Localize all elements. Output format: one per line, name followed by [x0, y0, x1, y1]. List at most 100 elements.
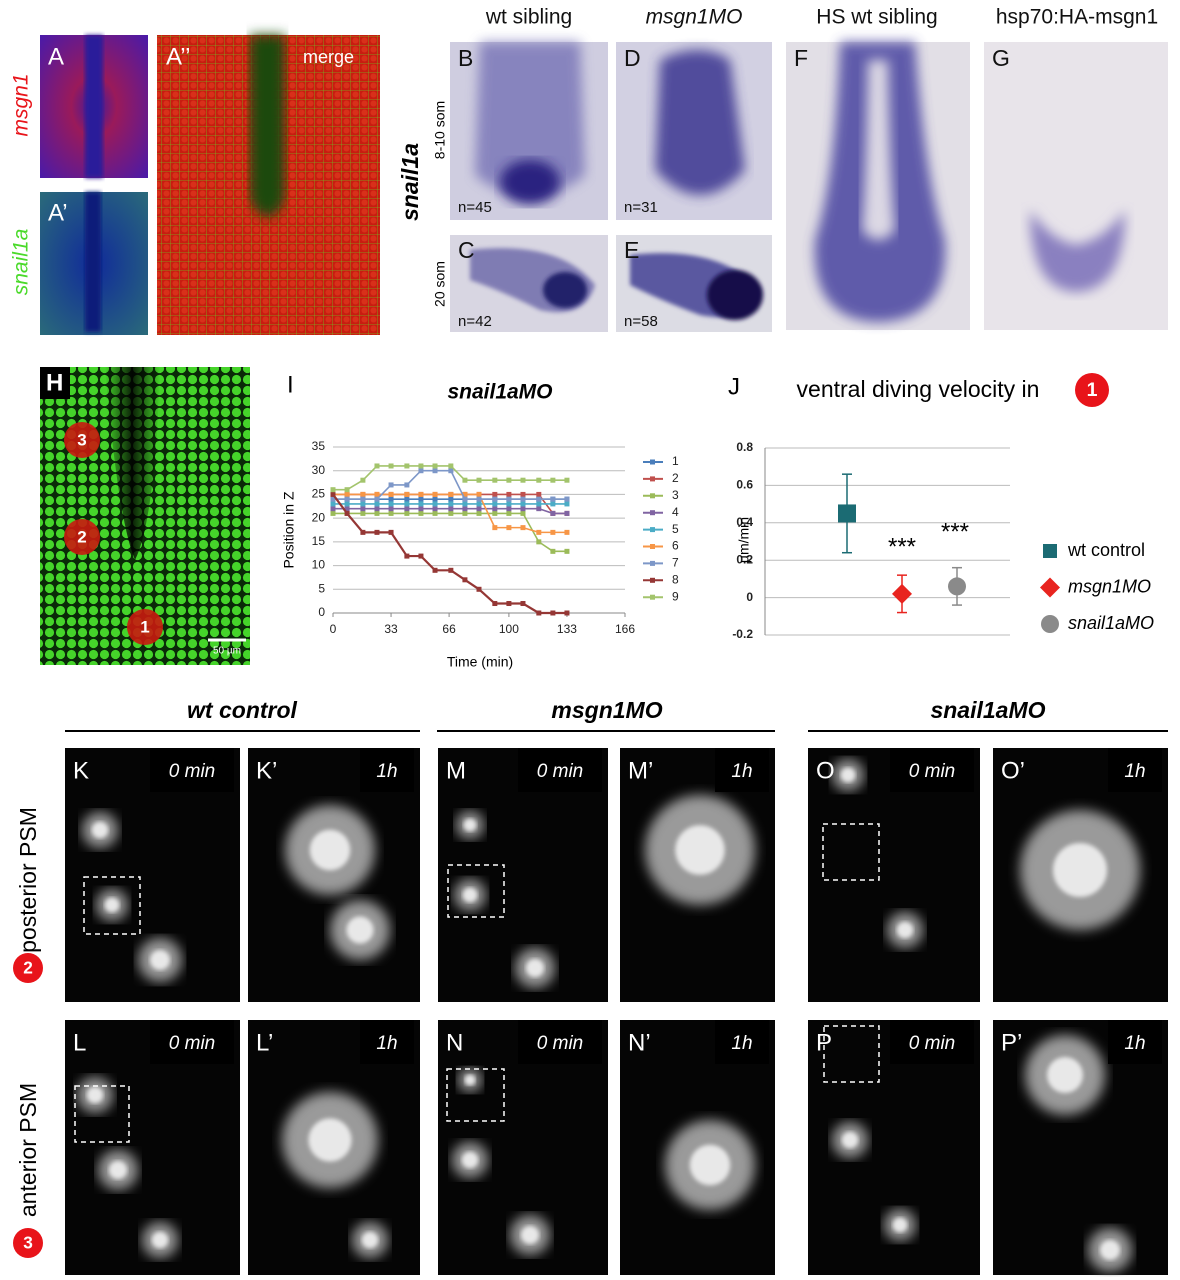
panel-letter: L — [73, 1029, 86, 1056]
point — [388, 496, 394, 502]
point — [462, 491, 468, 497]
letter-box — [40, 367, 70, 399]
point — [520, 510, 526, 516]
point — [404, 510, 410, 516]
y-tick-label: 0.4 — [736, 515, 753, 529]
point — [550, 477, 556, 483]
point — [564, 510, 570, 516]
point — [374, 463, 380, 469]
panel-label: merge — [303, 47, 354, 67]
point — [374, 506, 380, 512]
x-tick-label: 133 — [557, 622, 577, 636]
panel-letter: N’ — [628, 1029, 651, 1056]
significance: *** — [941, 518, 969, 545]
time-box — [715, 1020, 769, 1064]
legend-marker — [1043, 544, 1057, 558]
legend-label: snail1aMO — [1068, 613, 1154, 633]
image — [655, 50, 745, 195]
panel-letter: O — [816, 757, 835, 784]
point — [432, 506, 438, 512]
y-tick-label: -0.2 — [732, 627, 753, 641]
n-label: n=42 — [458, 313, 492, 330]
gene-label: snail1a — [10, 229, 33, 296]
n-label: n=58 — [624, 313, 658, 330]
point — [492, 601, 498, 607]
point — [520, 506, 526, 512]
x-tick-label: 66 — [442, 622, 456, 636]
y-tick-label: 20 — [312, 510, 326, 524]
panel-letter: I — [287, 371, 294, 398]
insitu-images — [450, 42, 1168, 332]
point — [418, 553, 424, 559]
marker — [948, 577, 966, 596]
time-label: 1h — [376, 761, 397, 782]
point — [344, 491, 350, 497]
x-axis-label: Time (min) — [447, 654, 513, 670]
y-tick-label: 30 — [312, 463, 326, 477]
panel-letter: E — [624, 237, 639, 263]
group-header: snail1aMO — [930, 697, 1045, 723]
cell-cluster — [1053, 843, 1107, 897]
time-label: 0 min — [909, 761, 955, 782]
point — [418, 463, 424, 469]
point — [404, 501, 410, 507]
title-badge — [1075, 373, 1109, 407]
cell-cluster — [109, 1161, 127, 1179]
point — [492, 525, 498, 531]
cell-cluster — [841, 1131, 859, 1149]
cell-cluster — [675, 825, 725, 875]
point — [550, 610, 556, 616]
time-box — [360, 1020, 414, 1064]
point — [536, 539, 542, 545]
point — [564, 496, 570, 502]
point — [448, 506, 454, 512]
legend-label: wt control — [1067, 540, 1145, 560]
legend-marker — [650, 510, 655, 516]
panel-letter: M’ — [628, 757, 653, 784]
time-box — [715, 748, 769, 792]
legend-marker — [650, 459, 655, 465]
panel-letter: K — [73, 757, 89, 784]
point — [418, 506, 424, 512]
point — [462, 510, 468, 516]
point — [344, 510, 350, 516]
point — [536, 477, 542, 483]
time-label: 1h — [376, 1033, 397, 1054]
time-label: 0 min — [537, 761, 583, 782]
point — [418, 501, 424, 507]
point — [492, 491, 498, 497]
point — [492, 477, 498, 483]
significance: *** — [888, 533, 916, 560]
image — [862, 60, 895, 240]
point — [360, 477, 366, 483]
point — [360, 491, 366, 497]
column-header: HS wt sibling — [816, 6, 937, 29]
point — [492, 501, 498, 507]
cell-cluster — [104, 897, 120, 913]
point — [492, 510, 498, 516]
point — [448, 491, 454, 497]
image — [707, 270, 763, 320]
point — [520, 477, 526, 483]
cell-cluster — [150, 950, 170, 970]
marker — [838, 504, 856, 523]
time-label: 0 min — [169, 761, 215, 782]
time-box — [1108, 748, 1162, 792]
point — [388, 491, 394, 497]
cell-cluster — [91, 821, 109, 839]
point — [330, 491, 336, 497]
image — [250, 35, 285, 218]
point — [432, 567, 438, 573]
point — [520, 501, 526, 507]
point — [506, 510, 512, 516]
point — [432, 468, 438, 474]
time-box — [890, 748, 974, 792]
point — [476, 491, 482, 497]
point — [492, 496, 498, 502]
point — [492, 506, 498, 512]
point — [448, 463, 454, 469]
legend-label: msgn1MO — [1068, 576, 1151, 596]
legend-marker — [650, 527, 655, 533]
panel-letter: A’’ — [166, 43, 190, 70]
